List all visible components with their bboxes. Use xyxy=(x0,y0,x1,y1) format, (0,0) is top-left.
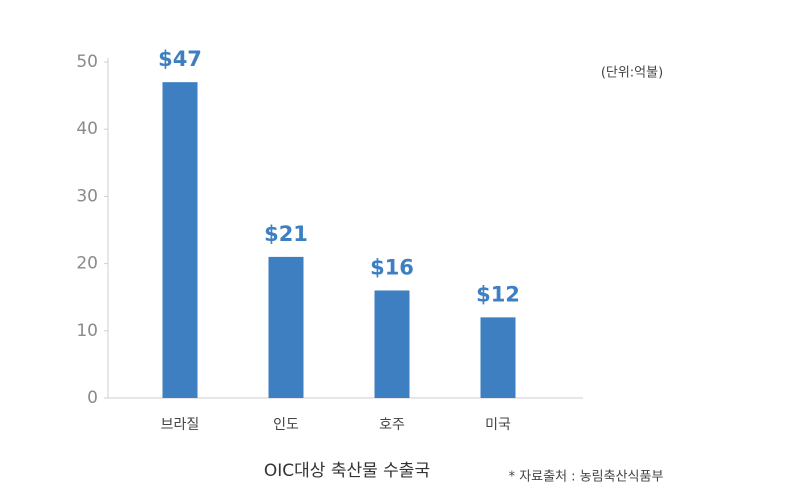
unit-note: (단위:억불) xyxy=(601,66,663,81)
y-tick-label: 20 xyxy=(76,254,98,274)
bar xyxy=(480,317,516,398)
y-tick-label: 0 xyxy=(87,388,98,408)
bar xyxy=(268,256,304,398)
x-tick-label: 인도 xyxy=(273,417,299,433)
x-tick-label: 브라질 xyxy=(161,417,200,433)
chart-title: OIC대상 축산물 수출국 xyxy=(264,461,430,481)
x-tick-label: 미국 xyxy=(485,417,511,433)
y-tick-label: 50 xyxy=(76,52,98,72)
source-note: * 자료출처 : 농림축산식품부 xyxy=(509,470,664,485)
value-label: $47 xyxy=(158,47,202,71)
y-tick-label: 10 xyxy=(76,321,98,341)
bar xyxy=(162,82,198,398)
x-tick-label: 호주 xyxy=(379,417,405,433)
y-tick-label: 30 xyxy=(76,186,98,206)
value-label: $16 xyxy=(370,255,414,279)
value-label: $12 xyxy=(476,282,520,306)
y-tick-label: 40 xyxy=(76,119,98,139)
bar xyxy=(374,290,410,398)
value-label: $21 xyxy=(264,222,308,246)
